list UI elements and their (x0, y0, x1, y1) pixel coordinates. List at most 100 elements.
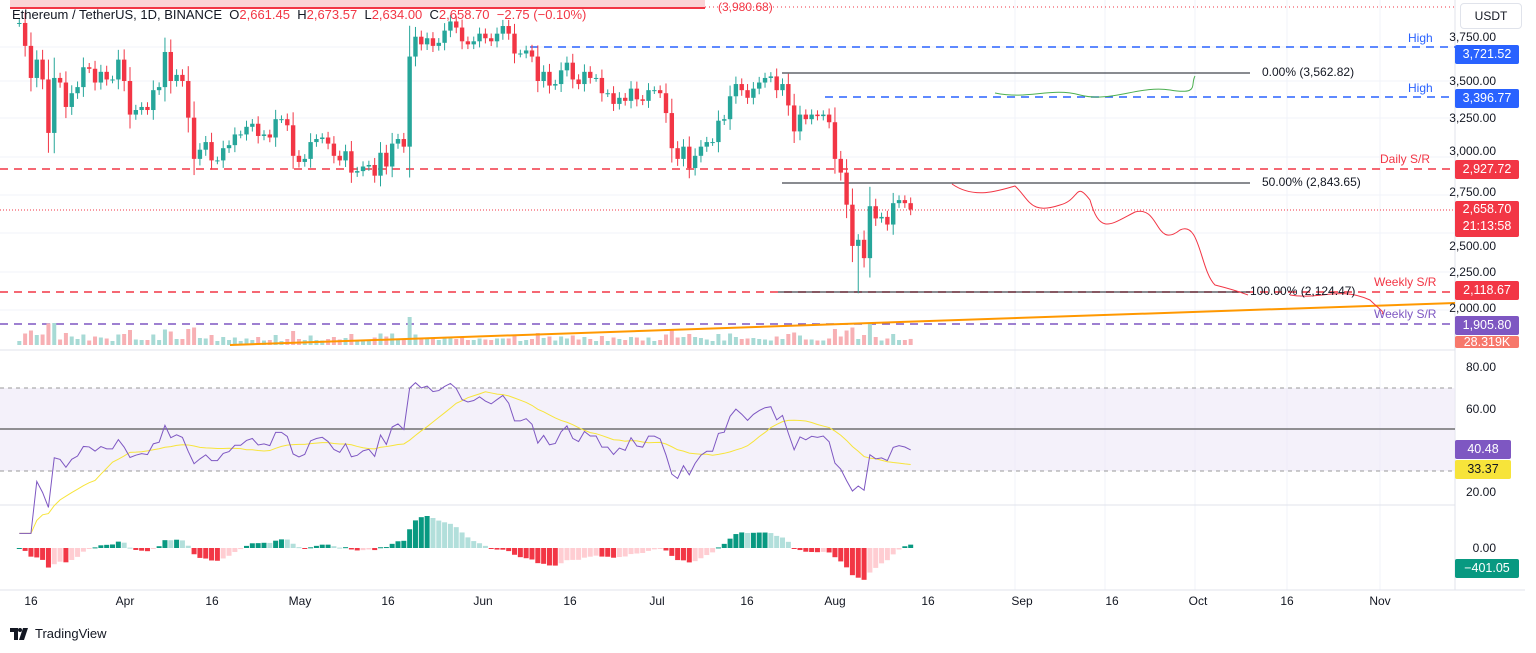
macd-histogram-bar (494, 548, 500, 550)
macd-tick: 0.00 (1472, 541, 1496, 555)
macd-histogram-bar (80, 548, 86, 552)
tradingview-logo[interactable]: TradingView (10, 626, 107, 641)
volume-bar (442, 337, 447, 345)
time-tick: 16 (24, 594, 38, 608)
candle-body (255, 123, 261, 136)
volume-bar (774, 336, 779, 345)
candle-body (844, 172, 849, 205)
macd-histogram-bar (640, 548, 646, 553)
macd-histogram-bar (343, 547, 349, 549)
macd-histogram-bar (500, 548, 506, 550)
macd-histogram-bar (715, 547, 721, 549)
volume-bar (547, 336, 552, 345)
candle-body (325, 137, 331, 144)
volume-bar (867, 324, 872, 345)
volume-bar (529, 339, 534, 345)
top-zone (10, 0, 705, 8)
macd-histogram-bar (337, 547, 343, 549)
macd-histogram-bar (354, 548, 360, 551)
time-tick: Nov (1369, 594, 1391, 608)
volume-bar (93, 336, 98, 345)
macd-histogram-bar (447, 523, 453, 548)
candle-body (605, 93, 610, 95)
volume-bar (623, 340, 628, 345)
candle-body (454, 21, 459, 28)
volume-bar (110, 341, 115, 345)
candle-body (168, 51, 173, 81)
volume-bar (757, 339, 762, 345)
candle-body (290, 125, 296, 156)
macd-histogram-bar (727, 538, 733, 548)
volume-bar (69, 336, 74, 345)
macd-histogram-bar (16, 548, 22, 549)
candle-body (413, 36, 418, 57)
volume-bar (797, 335, 802, 345)
volume-bar (495, 338, 500, 345)
volume-bar (308, 335, 313, 345)
time-tick: Sep (1011, 594, 1033, 608)
currency-button[interactable]: USDT (1460, 3, 1522, 29)
volume-bar (739, 339, 744, 345)
macd-histogram-bar (465, 537, 471, 548)
candle-body (384, 152, 389, 167)
candle-body (675, 148, 680, 159)
candle-body (424, 38, 430, 45)
macd-histogram-bar (651, 548, 657, 550)
volume-bar (803, 339, 808, 345)
volume-bar (168, 331, 173, 345)
macd-histogram-bar (646, 548, 652, 551)
price-tick: 3,500.00 (1449, 74, 1496, 88)
macd-histogram-bar (902, 546, 908, 548)
candle-body (687, 146, 692, 169)
candle-body (681, 146, 686, 159)
volume-bar (465, 340, 470, 345)
candle-body (873, 206, 878, 219)
weekly-sr1-price-tag: 2,118.67 (1455, 281, 1519, 300)
macd-histogram-bar (593, 548, 599, 556)
macd-histogram-bar (512, 548, 518, 555)
macd-histogram-bar (890, 548, 896, 555)
low-label: L (364, 7, 372, 22)
candle-body (186, 81, 191, 118)
macd-histogram-bar (75, 548, 81, 557)
volume-bar (652, 341, 657, 345)
time-tick: 16 (740, 594, 754, 608)
volume-bar (23, 333, 28, 345)
candle-body (226, 145, 232, 149)
candle-body (250, 123, 255, 127)
macd-histogram-bar (809, 548, 815, 553)
macd-histogram-bar (721, 543, 727, 548)
candle-body (704, 142, 709, 147)
time-tick: 16 (1280, 594, 1294, 608)
volume-bar (856, 339, 861, 345)
volume-bar (629, 337, 634, 345)
macd-histogram-bar (657, 548, 663, 549)
candle-body (856, 239, 861, 246)
macd-histogram-bar (908, 544, 914, 548)
volume-bar (751, 338, 756, 345)
volume-bar (506, 338, 511, 345)
volume-bar (559, 336, 564, 345)
candle-body (908, 203, 913, 210)
macd-histogram-bar (814, 548, 820, 553)
candle-body (739, 84, 744, 91)
candle-body (174, 74, 179, 81)
macd-histogram-bar (867, 548, 873, 573)
candle-body (279, 119, 284, 121)
candle-body (850, 204, 855, 246)
volume-bar (157, 340, 162, 345)
candle-body (343, 151, 348, 161)
volume-bar (186, 329, 191, 345)
candle-body (669, 113, 675, 149)
volume-bar (908, 338, 913, 345)
macd-histogram-bar (92, 547, 98, 549)
candle-body (535, 56, 541, 81)
volume-bar (261, 340, 266, 345)
volume-bar (454, 339, 459, 345)
candle-body (75, 87, 80, 94)
macd-histogram-bar (896, 548, 902, 550)
candle-body (244, 126, 249, 135)
macd-histogram-bar (156, 546, 162, 548)
